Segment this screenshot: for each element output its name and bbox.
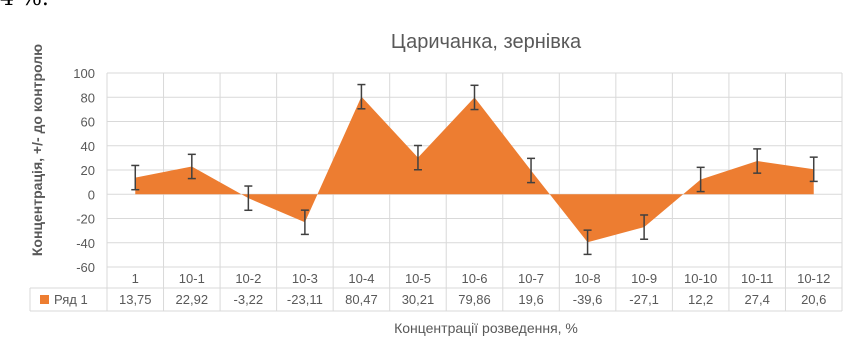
data-label: 80,47 xyxy=(345,292,378,307)
error-bar xyxy=(809,156,818,183)
error-bar xyxy=(300,209,309,236)
gridlines xyxy=(106,72,843,268)
error-bar xyxy=(527,157,536,184)
y-tick-label: 100 xyxy=(73,66,95,81)
error-bars xyxy=(131,83,818,256)
data-label: 20,6 xyxy=(801,292,826,307)
error-bar xyxy=(244,185,253,212)
data-label: -23,11 xyxy=(287,292,323,307)
error-bar xyxy=(413,144,422,171)
x-tick-label: 1 xyxy=(132,271,139,286)
x-tick-label: 10-1 xyxy=(179,271,205,286)
page-text-fragment: 4 %. xyxy=(0,0,49,11)
error-bar xyxy=(640,214,649,240)
legend-label: Ряд 1 xyxy=(54,292,88,307)
error-bar xyxy=(470,84,479,111)
error-bar xyxy=(753,148,762,174)
error-bar xyxy=(696,166,705,193)
data-label: 12,2 xyxy=(688,292,713,307)
data-label: -39,6 xyxy=(573,292,603,307)
x-tick-label: 10-6 xyxy=(461,271,487,286)
data-label: 13,75 xyxy=(119,292,152,307)
y-tick-label: 20 xyxy=(81,163,95,178)
x-tick-label: 10-12 xyxy=(797,271,830,286)
y-tick-label: 60 xyxy=(81,115,95,130)
data-label: 30,21 xyxy=(402,292,435,307)
data-label: 22,92 xyxy=(176,292,209,307)
y-tick-labels: -60 -40 -20 0 20 40 60 80 100 xyxy=(73,66,95,275)
y-tick-label: -20 xyxy=(76,212,95,227)
y-tick-label: 40 xyxy=(81,139,95,154)
x-tick-label: 10-9 xyxy=(631,271,657,286)
series-area xyxy=(135,96,814,243)
x-tick-label: 10-11 xyxy=(741,271,773,286)
error-bar xyxy=(187,153,196,180)
x-tick-label: 10-7 xyxy=(518,271,544,286)
chart-title: Царичанка, зернівка xyxy=(391,31,582,53)
legend-swatch xyxy=(40,295,49,304)
data-label: -3,22 xyxy=(234,292,264,307)
data-label: -27,1 xyxy=(629,292,659,307)
error-bar xyxy=(131,164,140,191)
x-tick-label: 10-8 xyxy=(575,271,601,286)
x-axis-label: Концентрації розведення, % xyxy=(394,320,578,336)
series-area-shape xyxy=(135,96,814,243)
y-tick-label: -40 xyxy=(76,236,95,251)
data-label: 27,4 xyxy=(745,292,770,307)
y-axis-label: Концентрація, +/- до контролю xyxy=(29,44,45,256)
data-label: 19,6 xyxy=(518,292,543,307)
y-tick-label: 0 xyxy=(88,187,95,202)
x-tick-label: 10-2 xyxy=(235,271,261,286)
x-tick-label: 10-5 xyxy=(405,271,431,286)
error-bar xyxy=(357,83,366,110)
x-tick-label: 10-4 xyxy=(348,271,374,286)
y-tick-label: 80 xyxy=(81,90,95,105)
x-tick-label: 10-10 xyxy=(684,271,717,286)
error-bar xyxy=(583,229,592,256)
data-table: 1 10-1 10-2 10-3 10-4 10-5 10-6 10-7 10-8 10-9 10-… xyxy=(29,266,843,312)
data-label: 79,86 xyxy=(458,292,491,307)
y-tick-label: -60 xyxy=(76,260,95,275)
x-tick-label: 10-3 xyxy=(292,271,318,286)
